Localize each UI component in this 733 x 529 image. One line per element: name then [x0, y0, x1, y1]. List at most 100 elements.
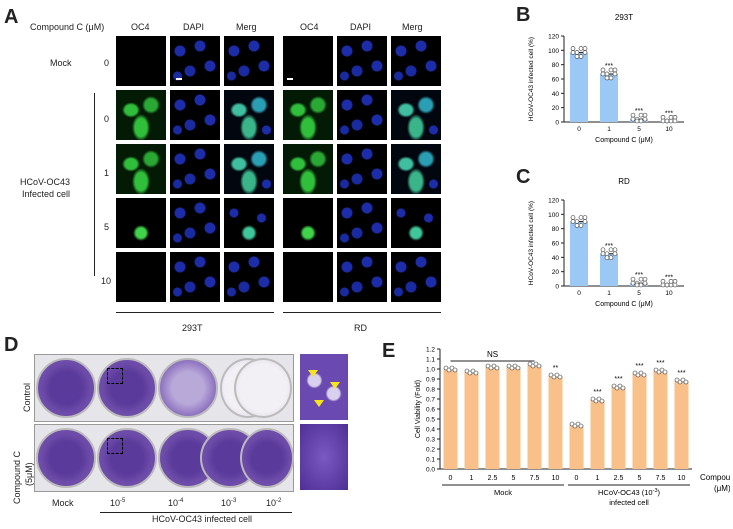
chart-e-bar — [569, 425, 584, 469]
chart-e-xtitle-line1: Compound C — [700, 473, 730, 482]
chart-c-point — [582, 219, 588, 224]
col-label-1e-3: 10-3 — [221, 498, 237, 508]
chart-b-xtick-label: 5 — [637, 126, 641, 133]
micrograph-5-merg-293t — [224, 198, 274, 248]
micrograph-10-dapi-293t — [170, 252, 220, 302]
chart-c-point — [638, 276, 644, 282]
chart-e-bar — [632, 374, 647, 469]
channel-label-oc4-2: OC4 — [300, 22, 319, 32]
micrograph-10-oc4-rd — [283, 252, 333, 302]
chart-b-ytick-label: 80 — [552, 62, 560, 69]
chart-e-bar — [485, 367, 500, 469]
chart-c-ytick-label: 80 — [552, 226, 560, 233]
chart-e-ytick-label: 0.6 — [426, 407, 435, 414]
chart-c-bar — [570, 221, 588, 286]
chart-b-point — [604, 71, 610, 77]
chart-b-significance: *** — [665, 110, 673, 117]
chart-e-ytick-label: 0.2 — [426, 447, 435, 454]
well-control-mock — [36, 358, 96, 418]
chart-b-point — [582, 46, 588, 51]
micrograph-5-dapi-293t — [170, 198, 220, 248]
micrograph-mock-dapi-rd — [337, 36, 387, 86]
channel-label-dapi-1: DAPI — [183, 22, 205, 32]
chart-e-bar — [548, 376, 563, 469]
chart-e-xtick-label: 0 — [575, 475, 579, 482]
chart-e-point — [578, 423, 584, 429]
chart-e-significance: *** — [614, 376, 622, 383]
chart-b: 293T 0 20 40 60 80 100 120 0 1 *** 5 *** 10 *** Compoun… — [528, 13, 684, 144]
dose-label-5: 5 — [104, 222, 110, 232]
chart-c-ytick-label: 20 — [552, 269, 560, 276]
micrograph-1-dapi-293t — [170, 144, 220, 194]
chart-e-bar — [527, 365, 542, 469]
chart-b-title: 293T — [615, 13, 633, 22]
chart-b-point — [642, 116, 648, 122]
chart-e-group-label-infected: HCoV-OC43 (10-3) — [598, 488, 661, 497]
chart-e-ytick-label: 0.9 — [426, 377, 435, 384]
infected-label-line2: Infected cell — [22, 189, 71, 199]
chart-c-point — [612, 247, 618, 253]
micrograph-10-oc4-293t — [116, 252, 166, 302]
micrograph-mock-merg-rd — [391, 36, 441, 86]
micrograph-1-dapi-rd — [337, 144, 387, 194]
mock-label: Mock — [50, 58, 72, 68]
chart-e-point — [599, 398, 605, 404]
chart-e-xtick-label: 5 — [512, 475, 516, 482]
chart-b-ytick-label: 0 — [555, 120, 559, 127]
chart-e-point — [452, 367, 458, 373]
micrograph-5-dapi-rd — [337, 198, 387, 248]
chart-e-xtick-label: 2.5 — [614, 475, 624, 482]
chart-c-point — [642, 276, 648, 282]
chart-c-point — [570, 215, 576, 220]
micrograph-mock-oc4-rd — [283, 36, 333, 86]
chart-b-point — [608, 67, 614, 73]
chart-b-point — [634, 118, 640, 124]
col-label-mock: Mock — [52, 498, 74, 508]
chart-b-ytick-label: 120 — [548, 34, 559, 41]
chart-c-point — [578, 223, 584, 228]
chart-b-point — [574, 50, 580, 55]
well-compound-mock — [36, 428, 96, 488]
chart-e-bar — [674, 381, 689, 469]
chart-b-point — [672, 118, 678, 124]
dose-label-10: 10 — [101, 276, 112, 286]
chart-b-point — [668, 114, 674, 120]
chart-e-ytick-label: 0.5 — [426, 417, 435, 424]
chart-e-ytick-label: 0.4 — [426, 427, 435, 434]
chart-e: 0.0 0.1 0.2 0.3 0.4 0.5 0.6 0.7 0.8 0.9 1.0 1.1 1.2 C… — [415, 347, 730, 508]
chart-b-xtick-label: 10 — [665, 126, 673, 133]
chart-e-bar — [653, 371, 668, 469]
micrograph-10-merg-rd — [391, 252, 441, 302]
chart-c-point — [630, 280, 636, 286]
chart-c-point — [642, 280, 648, 286]
col-label-1e-2: 10-2 — [266, 498, 282, 508]
chart-c-point — [672, 282, 678, 288]
chart-b-point — [638, 112, 644, 118]
cell-line-bar-rd — [283, 312, 441, 313]
chart-c-xtick-label: 5 — [637, 290, 641, 297]
channel-label-dapi-2: DAPI — [350, 22, 372, 32]
chart-e-ytick-label: 0.0 — [426, 467, 435, 474]
chart-b-bar — [570, 52, 588, 122]
chart-c-point — [634, 282, 640, 288]
chart-b-point — [638, 118, 644, 124]
cell-line-bar-293t — [116, 312, 274, 313]
chart-c-point — [668, 278, 674, 284]
dose-label-0: 0 — [104, 114, 110, 124]
chart-e-group-label-part: ) — [658, 488, 661, 497]
chart-e-point — [662, 369, 668, 375]
chart-b-point — [600, 71, 606, 77]
footer-d-line1-visible: HCoV-OC43 infected cell — [152, 514, 253, 524]
well-control-1e-4 — [158, 358, 218, 418]
micrograph-10-merg-293t — [224, 252, 274, 302]
chart-e-xtick-label: 7.5 — [656, 475, 666, 482]
chart-e-point — [536, 363, 542, 369]
chart-e-ytick-label: 0.7 — [426, 397, 435, 404]
chart-e-point — [620, 385, 626, 391]
micrograph-0-oc4-293t — [116, 90, 166, 140]
chart-e-ylabel: Cell Viability (Fold) — [415, 380, 422, 438]
chart-c-title: RD — [618, 177, 630, 186]
micrograph-mock-merg-293t — [224, 36, 274, 86]
chart-e-xtick-label: 1 — [470, 475, 474, 482]
chart-c-point — [600, 251, 606, 257]
